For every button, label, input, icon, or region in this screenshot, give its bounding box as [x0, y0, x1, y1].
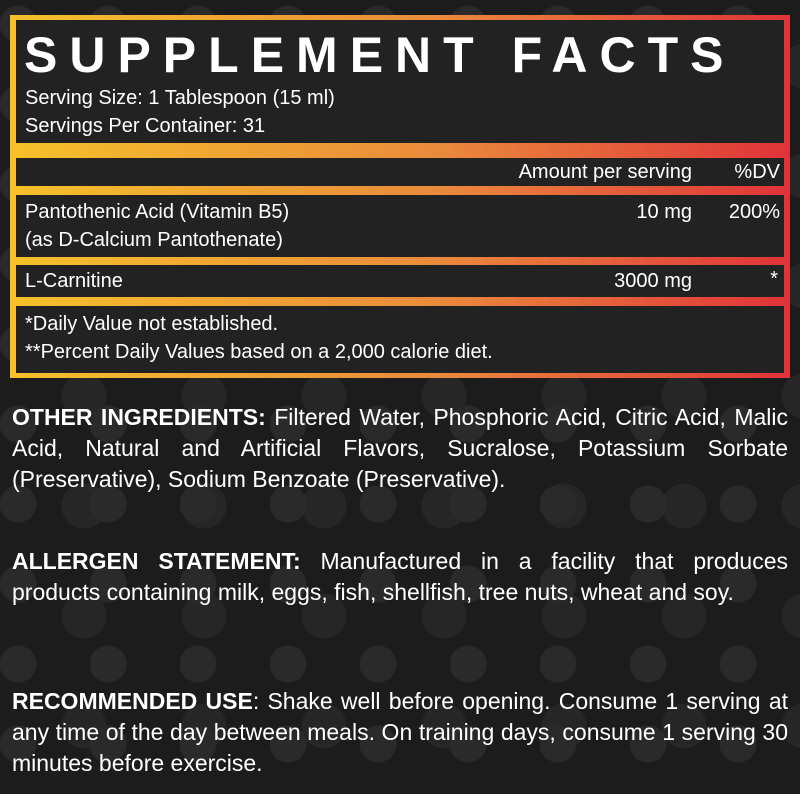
nutrient-dv: * — [770, 268, 778, 290]
recommended-label: RECOMMENDED USE — [12, 688, 253, 714]
facts-header: SUPPLEMENT FACTS Serving Size: 1 Tablesp… — [16, 20, 784, 143]
nutrient-source: (as D-Calcium Pantothenate) — [25, 229, 283, 251]
nutrient-row: Pantothenic Acid (Vitamin B5) (as D-Calc… — [16, 195, 784, 257]
footnote-1: *Daily Value not established. — [25, 313, 279, 335]
recommended-text: : Shake well before opening. Consume 1 s… — [12, 688, 788, 776]
footnotes: *Daily Value not established. **Percent … — [16, 306, 784, 373]
servings-per-container: Servings Per Container: 31 — [25, 115, 266, 137]
recommended-use: RECOMMENDED USE: Shake well before openi… — [12, 686, 788, 779]
allergen-label: ALLERGEN STATEMENT: — [12, 548, 301, 574]
nutrient-name: Pantothenic Acid (Vitamin B5) — [25, 201, 290, 223]
amount-header: Amount per serving — [518, 161, 692, 183]
nutrient-amount: 3000 mg — [614, 270, 692, 292]
allergen-text: Manufactured in a facility that produces… — [12, 548, 788, 605]
other-ingredients-label: OTHER INGREDIENTS: — [12, 404, 266, 430]
dv-header: %DV — [734, 161, 780, 183]
supplement-facts-panel: SUPPLEMENT FACTS Serving Size: 1 Tablesp… — [10, 15, 790, 378]
other-ingredients: OTHER INGREDIENTS: Filtered Water, Phosp… — [12, 402, 788, 495]
other-ingredients-text: Filtered Water, Phosphoric Acid, Citric … — [12, 404, 788, 492]
footnote-2: **Percent Daily Values based on a 2,000 … — [25, 341, 493, 363]
nutrient-row: L-Carnitine 3000 mg * — [16, 265, 784, 297]
nutrient-name: L-Carnitine — [25, 270, 123, 292]
serving-size: Serving Size: 1 Tablespoon (15 ml) — [25, 87, 335, 109]
nutrient-dv: 200% — [728, 201, 780, 223]
allergen-statement: ALLERGEN STATEMENT: Manufactured in a fa… — [12, 546, 788, 608]
nutrient-amount: 10 mg — [636, 201, 692, 223]
facts-title: SUPPLEMENT FACTS — [24, 27, 736, 83]
column-header-row: Amount per serving %DV — [16, 158, 784, 186]
